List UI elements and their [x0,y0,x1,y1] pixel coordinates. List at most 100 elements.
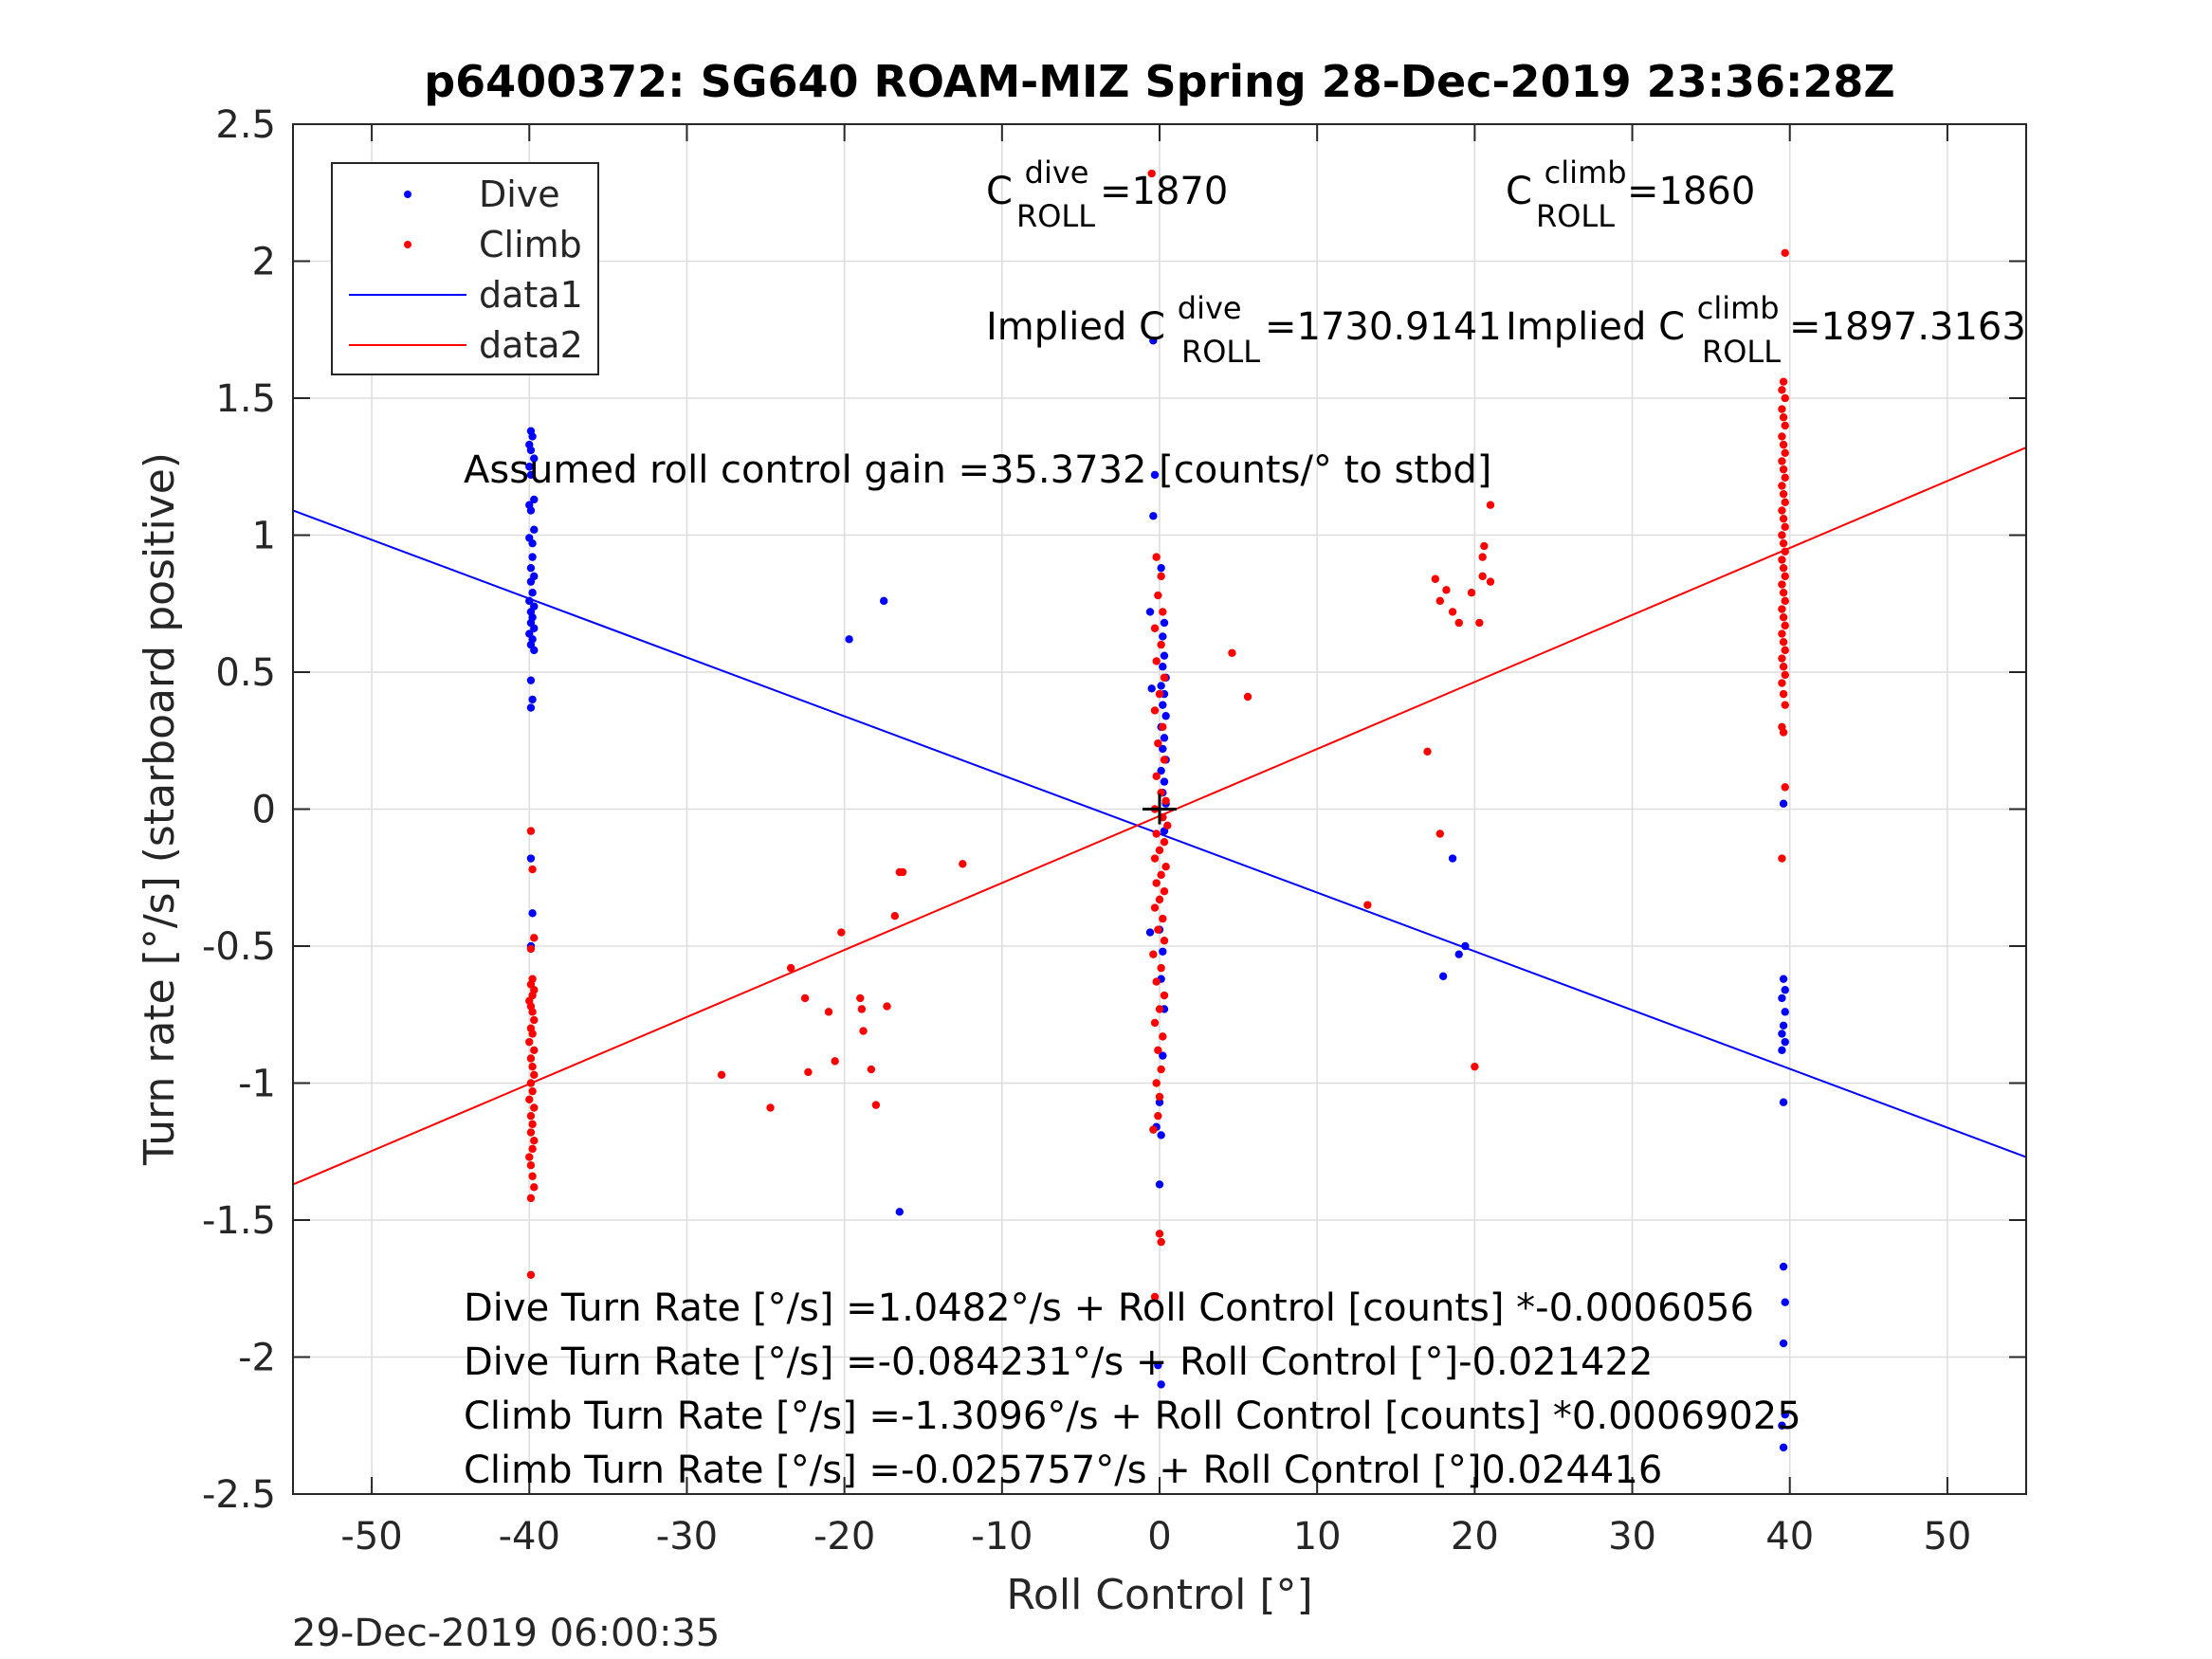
roll-gain-annotation: Assumed roll control gain =35.3732 [coun… [464,448,1491,492]
dive-point [526,470,536,480]
climb-point [1155,1005,1164,1013]
climb-point [1779,413,1788,422]
climb-point [1781,473,1789,483]
y-tick-label: 1 [252,515,276,558]
climb-point [530,1015,539,1025]
dive-point [528,695,537,704]
dive-point [1159,701,1167,709]
dive-point [1159,947,1167,956]
climb-point [1363,901,1372,909]
climb-point [1152,977,1161,986]
y-tick-label: 2.5 [215,103,276,147]
y-tick-label: 0.5 [215,651,276,695]
legend-climb-label: Climb [479,224,582,265]
climb-point [1152,1079,1161,1087]
dive-point [1155,1180,1164,1189]
climb-point [1152,772,1161,781]
climb-point [530,1070,539,1080]
climb-point [1779,613,1788,622]
climb-point [1243,692,1252,702]
dive-point [525,596,534,606]
climb-point [1154,1111,1162,1121]
climb-point [1778,580,1786,589]
climb-point [1781,393,1789,403]
dive-point [1779,1021,1788,1030]
y-tick-label: 1.5 [215,377,276,421]
dive-point [1779,1098,1788,1106]
dive-point [530,525,539,534]
dive-point [1149,512,1158,520]
dive-point [530,454,539,463]
dive-point [1157,682,1165,690]
climb-equation-degrees: Climb Turn Rate [°/s] =-0.025757°/s + Ro… [464,1449,1662,1492]
climb-point [528,1120,537,1129]
climb-point [1157,963,1165,973]
dive-point [530,495,539,504]
dive-point [1778,994,1786,1003]
dive-point [1438,972,1448,980]
climb-point [1779,689,1788,699]
legend-box [331,162,599,375]
dive-point [1149,337,1158,345]
climb-point [1778,386,1786,394]
implied-climb-prefix: Implied C [1506,305,1685,349]
x-tick-label: 0 [1147,1515,1171,1559]
timestamp: 29-Dec-2019 06:00:35 [292,1612,720,1655]
c-roll-dive-value: =1870 [1100,170,1228,213]
climb-point [1431,574,1440,583]
dive-point [526,676,536,684]
dive-equation-degrees: Dive Turn Rate [°/s] =-0.084231°/s + Rol… [464,1340,1653,1384]
dive-point [1781,1008,1789,1016]
x-tick-label: 40 [1765,1515,1814,1559]
c-roll-climb-annotation: C climb ROLL =1860 [1506,149,1755,236]
climb-point [1778,679,1786,687]
c-roll-dive-base: C [986,170,1013,213]
dive-point [1454,950,1463,958]
climb-point [898,867,907,877]
dive-point [1779,799,1788,808]
climb-point [1160,673,1169,682]
dive-point [1160,734,1169,742]
climb-point [1781,596,1789,606]
dive-point [1157,766,1165,775]
tick-marks [293,123,2026,1495]
climb-point [831,1057,839,1066]
climb-point [528,1062,537,1071]
climb-point [1486,577,1495,586]
x-tick-label: -20 [814,1515,875,1559]
climb-point [1779,563,1788,573]
dive-point [1160,618,1169,628]
climb-point [1159,722,1167,731]
climb-point [1160,991,1169,1000]
dive-point [528,553,537,561]
climb-point [1781,498,1789,507]
y-axis-label: Turn rate [°/s] (starboard positive) [136,452,184,1166]
climb-point [837,928,846,937]
dive-point [526,577,536,586]
dive-point [526,446,536,455]
dive-point [1159,1051,1167,1060]
climb-point [871,1101,881,1109]
climb-point [1779,588,1788,597]
dive-point [879,596,888,606]
climb-point [1228,648,1236,657]
legend-data2-label: data2 [479,324,583,366]
climb-point [1781,421,1789,430]
climb-point [526,1111,536,1121]
x-tick-label: -40 [499,1515,560,1559]
dive-point [1161,712,1170,720]
c-roll-dive-sup: dive [1025,155,1089,191]
climb-point [1779,663,1788,671]
dive-point [1779,1339,1788,1348]
climb-point [1781,448,1789,457]
climb-point [1778,854,1786,863]
climb-point [1152,879,1161,887]
climb-point [1157,640,1165,649]
climb-point [1779,538,1788,548]
climb-point [530,1136,539,1145]
climb-point [1152,657,1161,665]
x-tick-label: -50 [340,1515,402,1559]
climb-point [1779,489,1788,499]
dive-point [1448,854,1457,863]
